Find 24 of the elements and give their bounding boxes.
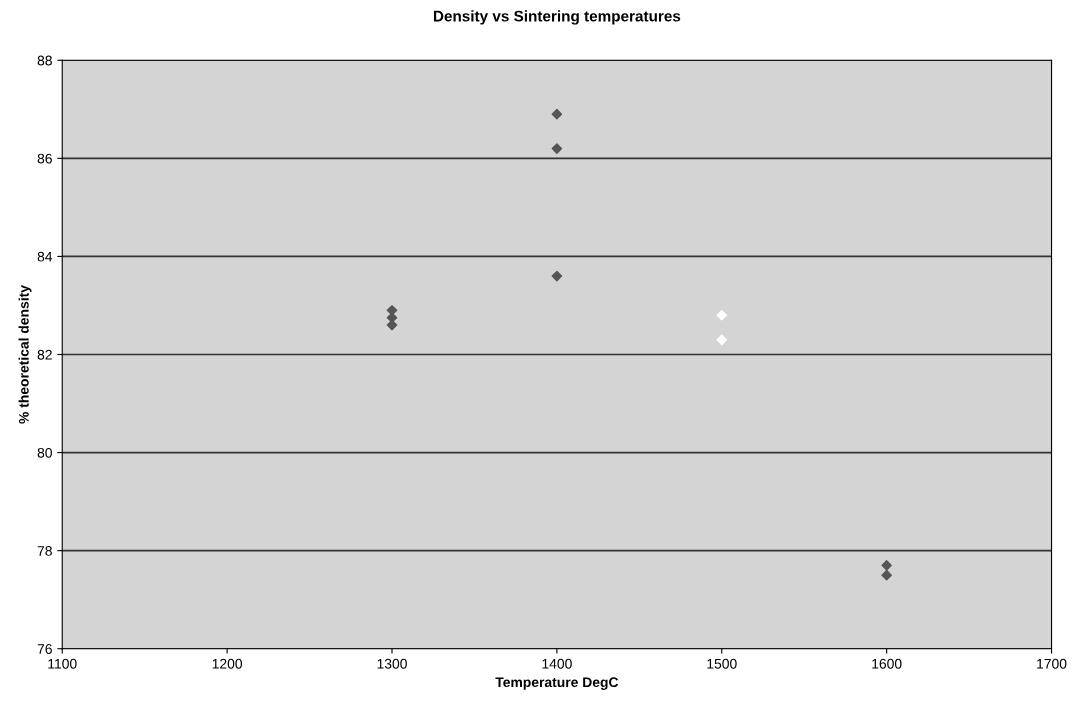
y-tick-label: 78 [37, 545, 52, 556]
y-axis-title: % theoretical density [18, 285, 32, 424]
point [716, 334, 728, 346]
point [881, 569, 892, 581]
point [716, 309, 728, 321]
y-tick-label: 76 [37, 644, 52, 654]
point [551, 108, 563, 120]
x-tick-label: 1300 [377, 658, 407, 669]
y-tick-label: 80 [37, 447, 52, 458]
x-tick-label: 1600 [872, 658, 902, 669]
y-tick-label: 84 [37, 251, 53, 262]
y-tick-label: 82 [37, 349, 52, 360]
x-tick-label: 1100 [48, 658, 77, 669]
x-tick-label: 1700 [1037, 658, 1067, 669]
point [551, 143, 563, 154]
x-axis-title: Temperature DegC [495, 677, 619, 690]
chart-title: Density vs Sintering temperatures [433, 10, 681, 25]
point [881, 560, 892, 571]
y-tick-label: 88 [37, 55, 52, 66]
x-tick-label: 1200 [212, 658, 243, 669]
y-tick-label: 86 [37, 153, 52, 164]
x-tick-label: 1400 [542, 658, 572, 669]
x-tick-label: 1500 [707, 658, 737, 669]
point [551, 270, 563, 282]
